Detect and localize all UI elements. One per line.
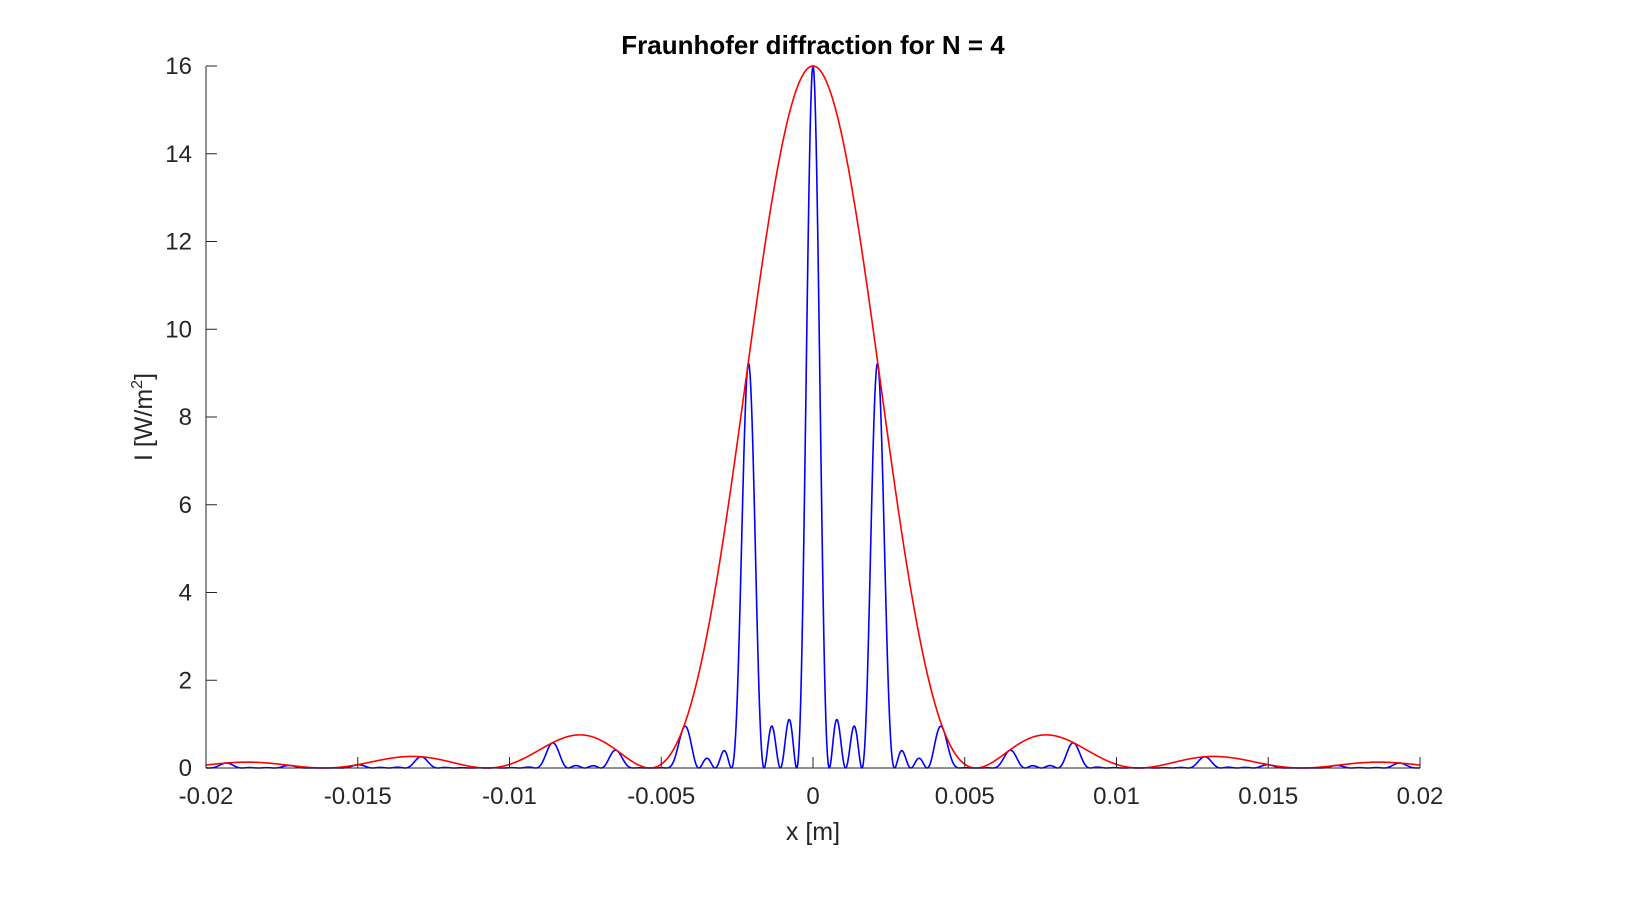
y-tick-label: 0 (179, 755, 192, 782)
x-tick-label: 0.005 (935, 783, 995, 810)
x-tick-label: 0 (806, 783, 819, 810)
y-tick-label: 10 (165, 316, 192, 343)
y-tick-label: 14 (165, 141, 192, 168)
x-tick-label: -0.015 (324, 783, 392, 810)
y-tick-label: 8 (179, 404, 192, 431)
x-tick-label: 0.015 (1238, 783, 1298, 810)
y-axis-label-superscript: 2 (129, 380, 146, 389)
chart-title: Fraunhofer diffraction for N = 4 (621, 30, 1005, 60)
y-axis-label-close: ] (130, 373, 158, 380)
x-tick-label: 0.02 (1397, 783, 1444, 810)
x-axis-ticks: -0.02 -0.015 -0.01 -0.005 0 0.005 0.01 0.015 0.0… (179, 757, 1444, 810)
y-tick-label: 2 (179, 667, 192, 694)
plot-area (205, 65, 1421, 769)
y-tick-label: 4 (179, 580, 192, 607)
x-tick-label: -0.005 (627, 783, 695, 810)
y-tick-label: 12 (165, 229, 192, 256)
x-tick-label: 0.01 (1093, 783, 1140, 810)
y-axis-label-base: I [W/m (130, 389, 158, 461)
x-axis-label: x [m] (786, 818, 840, 846)
y-axis-label: I [W/m2] (129, 373, 158, 461)
y-axis-ticks: 0 2 4 6 8 10 12 14 16 (165, 53, 217, 782)
y-tick-label: 16 (165, 53, 192, 80)
x-tick-label: -0.01 (482, 783, 537, 810)
series-envelope-line (205, 65, 1421, 769)
y-tick-label: 6 (179, 492, 192, 519)
x-tick-label: -0.02 (179, 783, 234, 810)
